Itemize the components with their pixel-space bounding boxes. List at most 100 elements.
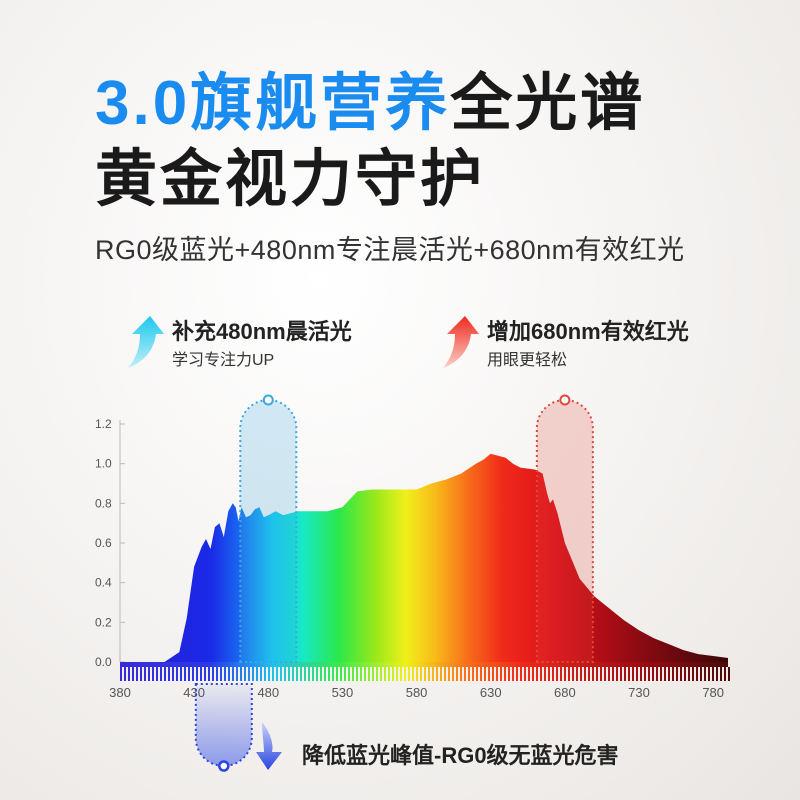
- strip-tick: [728, 667, 730, 681]
- highlight-band-shape: [239, 399, 298, 663]
- title-highlight: 3.0旗舰营养: [95, 69, 451, 138]
- y-tick-label: 0.2: [95, 615, 112, 629]
- strip-tick: [584, 667, 586, 681]
- x-tick-label: 780: [702, 685, 724, 700]
- strip-tick: [296, 667, 298, 681]
- strip-tick: [212, 667, 214, 681]
- strip-tick: [548, 667, 550, 681]
- strip-tick: [496, 667, 498, 681]
- strip-tick: [368, 667, 370, 681]
- strip-tick: [568, 667, 570, 681]
- strip-tick: [304, 667, 306, 681]
- strip-tick: [124, 667, 126, 681]
- y-tick-label: 0.6: [95, 536, 112, 550]
- strip-tick: [440, 667, 442, 681]
- strip-tick: [176, 667, 178, 681]
- highlight-dot: [218, 760, 230, 772]
- strip-tick: [488, 667, 490, 681]
- highlight-dot: [262, 394, 274, 406]
- strip-tick: [636, 667, 638, 681]
- strip-tick: [280, 667, 282, 681]
- spectrum-area: [120, 453, 728, 662]
- strip-tick: [128, 667, 130, 681]
- strip-tick: [700, 667, 702, 681]
- strip-tick: [632, 667, 634, 681]
- strip-tick: [624, 667, 626, 681]
- strip-tick: [420, 667, 422, 681]
- strip-tick: [144, 667, 146, 681]
- strip-tick: [512, 667, 514, 681]
- strip-tick: [664, 667, 666, 681]
- strip-tick: [628, 667, 630, 681]
- strip-tick: [596, 667, 598, 681]
- strip-tick: [372, 667, 374, 681]
- x-tick-label: 680: [554, 685, 576, 700]
- strip-tick: [592, 667, 594, 681]
- strip-tick: [184, 667, 186, 681]
- x-tick-label: 730: [628, 685, 650, 700]
- strip-tick: [168, 667, 170, 681]
- strip-tick: [532, 667, 534, 681]
- strip-tick: [684, 667, 686, 681]
- strip-tick: [436, 667, 438, 681]
- strip-tick: [612, 667, 614, 681]
- strip-tick: [428, 667, 430, 681]
- strip-tick: [416, 667, 418, 681]
- strip-tick: [464, 667, 466, 681]
- strip-tick: [704, 667, 706, 681]
- strip-tick: [460, 667, 462, 681]
- strip-tick: [160, 667, 162, 681]
- x-tick-label: 530: [332, 685, 354, 700]
- strip-tick: [252, 667, 254, 681]
- strip-tick: [324, 667, 326, 681]
- strip-tick: [308, 667, 310, 681]
- strip-tick: [468, 667, 470, 681]
- strip-tick: [716, 667, 718, 681]
- strip-tick: [140, 667, 142, 681]
- down-arrow-blue-icon: [256, 722, 282, 770]
- strip-tick: [500, 667, 502, 681]
- page-title-line2: 黄金视力守护: [95, 145, 486, 214]
- highlight-bands: [194, 394, 594, 772]
- strip-tick: [300, 667, 302, 681]
- highlight-band-shape: [194, 683, 253, 767]
- x-tick-label: 580: [406, 685, 428, 700]
- strip-tick: [136, 667, 138, 681]
- strip-tick: [208, 667, 210, 681]
- bottom-note: 降低蓝光峰值-RG0级无蓝光危害: [302, 743, 619, 768]
- x-axis: 380 430 480 530 580 630 680 730 780: [109, 685, 724, 700]
- highlight-band: [194, 683, 253, 772]
- title-rest: 全光谱: [450, 69, 646, 138]
- strip-tick: [240, 667, 242, 681]
- strip-tick: [340, 667, 342, 681]
- strip-tick: [692, 667, 694, 681]
- x-tick-label: 630: [480, 685, 502, 700]
- strip-tick: [232, 667, 234, 681]
- strip-tick: [524, 667, 526, 681]
- strip-base: [120, 662, 728, 667]
- feature-title: 增加680nm有效红光: [487, 319, 689, 344]
- strip-tick: [236, 667, 238, 681]
- strip-tick: [708, 667, 710, 681]
- strip-tick: [272, 667, 274, 681]
- y-tick-label: 0.8: [95, 496, 112, 510]
- strip-tick: [228, 667, 230, 681]
- strip-tick: [188, 667, 190, 681]
- strip-tick: [336, 667, 338, 681]
- y-tick-label: 0.4: [95, 576, 112, 590]
- strip-tick: [528, 667, 530, 681]
- strip-tick: [376, 667, 378, 681]
- highlight-band-shape: [535, 399, 594, 663]
- strip-tick: [332, 667, 334, 681]
- strip-tick: [312, 667, 314, 681]
- x-tick-label: 480: [257, 685, 279, 700]
- strip-tick: [408, 667, 410, 681]
- strip-tick: [404, 667, 406, 681]
- strip-tick: [660, 667, 662, 681]
- wavelength-color-strip: [120, 662, 730, 681]
- strip-tick: [472, 667, 474, 681]
- strip-tick: [644, 667, 646, 681]
- strip-tick: [668, 667, 670, 681]
- up-arrow-cyan-icon: [128, 316, 164, 368]
- strip-tick: [556, 667, 558, 681]
